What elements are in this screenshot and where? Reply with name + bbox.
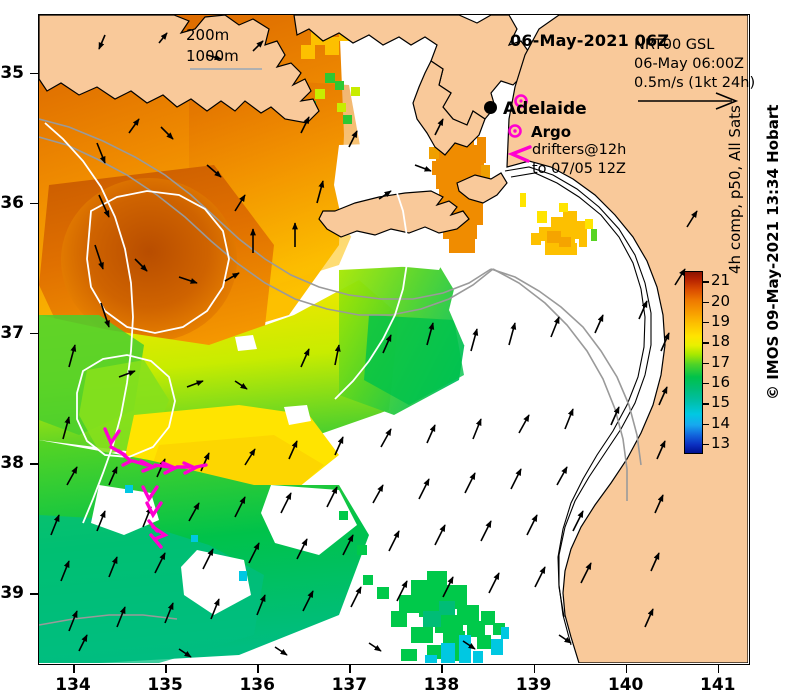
- colorbar-title: 4h comp, p50, All Sats: [726, 105, 744, 274]
- y-axis-label: -39: [0, 583, 24, 604]
- drifter-legend-label: drifters@12h to 07/05 12Z: [532, 141, 626, 179]
- argo-float-marker: [514, 94, 528, 108]
- sst-pixel-patch-cyan-south: [125, 485, 247, 581]
- colorbar-gradient: [685, 272, 702, 453]
- colorbar[interactable]: [684, 271, 703, 454]
- drifter-legend-line2: to 07/05 12Z: [532, 161, 626, 177]
- colorbar-tick: [703, 382, 709, 385]
- colorbar-tick-label: 16: [711, 372, 731, 391]
- y-axis-label: -35: [0, 62, 24, 83]
- colorbar-tick-label: 19: [711, 311, 731, 330]
- colorbar-tick-label: 18: [711, 332, 731, 351]
- argo-legend-icon: [508, 124, 522, 138]
- colorbar-tick: [703, 443, 709, 446]
- colorbar-tick: [703, 301, 709, 303]
- colorbar-tick-label: 21: [711, 271, 731, 290]
- map-title-date: 06-May-2021 06Z: [510, 31, 670, 50]
- x-axis-tick: [349, 665, 351, 673]
- y-axis-label: -38: [0, 453, 24, 474]
- drifter-legend-line1: drifters@12h: [532, 142, 627, 158]
- y-axis-tick: [30, 332, 38, 335]
- current-vectors: [50, 32, 698, 658]
- drifter-track-north: [103, 427, 208, 475]
- colorbar-tick-label: 14: [711, 413, 731, 432]
- colorbar-tick: [703, 423, 709, 425]
- vector-scale-label: 0.5m/s (1kt 24h): [634, 75, 756, 91]
- adelaide-city-dot: [484, 101, 497, 114]
- model-info-block: NRT00 GSL 06-May 06:00Z 0.5m/s (1kt 24h): [634, 36, 755, 93]
- sst-region-eddy-core: [61, 178, 237, 342]
- sst-pixel-patch-southeast: [339, 511, 509, 663]
- x-axis-label: 135: [147, 675, 183, 695]
- x-axis-tick: [73, 665, 75, 673]
- contour-200m: [44, 122, 408, 524]
- map-plot-area[interactable]: [38, 14, 750, 665]
- colorbar-tick: [703, 342, 709, 344]
- colorbar-tick: [703, 403, 709, 405]
- colorbar-tick-label: 20: [711, 291, 731, 310]
- x-axis-label: 134: [55, 675, 91, 695]
- map-canvas: [39, 15, 748, 663]
- y-axis-tick: [30, 593, 38, 595]
- isobath-legend: 200m 1000m: [186, 25, 239, 67]
- x-axis-tick: [257, 665, 259, 673]
- x-axis-label: 139: [515, 675, 552, 695]
- x-axis-label: 140: [607, 675, 644, 695]
- y-axis-tick: [30, 72, 38, 75]
- x-axis-tick: [717, 665, 720, 673]
- x-axis-label: 136: [239, 675, 275, 695]
- y-axis-label: -37: [0, 322, 24, 343]
- y-axis-tick: [30, 463, 38, 465]
- scale-bar-line: [190, 68, 262, 70]
- contour-1000m: [39, 118, 642, 626]
- x-axis-label: 138: [423, 675, 460, 695]
- y-axis-tick: [30, 202, 38, 205]
- x-axis-label: 137: [331, 675, 368, 695]
- y-axis-label: -36: [0, 192, 24, 213]
- x-axis-label: 141: [700, 675, 736, 695]
- colorbar-tick: [703, 362, 709, 364]
- x-axis-tick: [165, 665, 167, 673]
- contour-1000m-label: 1000m: [186, 47, 239, 65]
- argo-legend-label: Argo: [531, 123, 572, 141]
- x-axis-tick: [441, 665, 443, 673]
- coastline-shelf-edge: [504, 166, 652, 646]
- colorbar-tick: [703, 281, 709, 283]
- colorbar-tick-label: 17: [711, 352, 731, 371]
- sst-pixel-patch-shelfbreak: [520, 193, 597, 255]
- adelaide-label: Adelaide: [503, 99, 587, 119]
- x-axis-tick: [533, 665, 536, 673]
- drifter-legend-icon: [508, 145, 532, 163]
- model-product: NRT00 GSL: [634, 37, 715, 53]
- colorbar-tick: [703, 321, 709, 324]
- contour-200m-label: 200m: [186, 26, 230, 44]
- colorbar-tick-label: 15: [711, 393, 731, 412]
- credit-text: © IMOS 09-May-2021 13:34 Hobart: [764, 104, 782, 400]
- drifter-track-south: [141, 485, 169, 549]
- colorbar-tick-label: 13: [711, 433, 731, 452]
- land-masses: [39, 15, 748, 663]
- model-valid-time: 06-May 06:00Z: [634, 56, 744, 72]
- x-axis-tick: [625, 665, 628, 673]
- reference-vector-arrow: [638, 92, 739, 110]
